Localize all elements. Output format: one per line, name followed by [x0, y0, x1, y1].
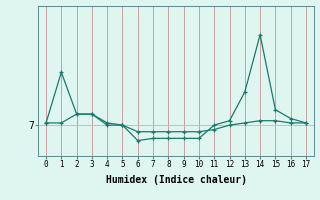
- X-axis label: Humidex (Indice chaleur): Humidex (Indice chaleur): [106, 175, 246, 185]
